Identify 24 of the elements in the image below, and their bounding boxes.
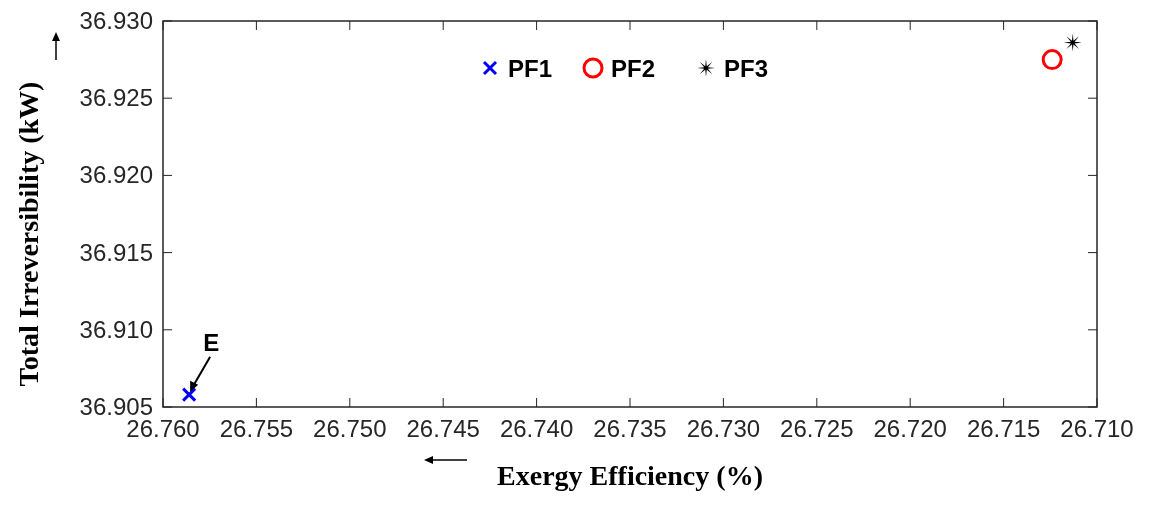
x-axis-title: Exergy Efficiency (%) [497, 460, 763, 491]
y-tick-label: 36.910 [79, 315, 153, 343]
x-tick-label: 26.735 [593, 415, 667, 442]
legend-label: PF1 [508, 55, 553, 82]
y-tick-label: 36.915 [79, 238, 153, 266]
x-tick-label: 26.730 [686, 415, 761, 442]
y-tick-label: 36.925 [79, 84, 153, 112]
y-tick-label: 36.930 [79, 7, 153, 34]
annotation: E [203, 328, 220, 356]
point [1041, 49, 1063, 71]
y-axis-title: Total Irreversibility (kW) [13, 81, 44, 387]
x-tick-label: 26.710 [1060, 415, 1134, 442]
legend-label: PF3 [724, 55, 769, 82]
point [1063, 33, 1082, 52]
point [181, 387, 197, 403]
x-tick-label: 26.750 [313, 415, 387, 442]
legend-label: PF2 [611, 55, 656, 82]
x-tick-label: 26.720 [873, 415, 947, 442]
x-tick-label: 26.715 [966, 415, 1041, 442]
x-tick-label: 26.755 [219, 415, 294, 442]
y-tick-label: 36.920 [79, 161, 153, 189]
x-tick-label: 26.745 [406, 415, 480, 442]
x-tick-label: 26.725 [780, 415, 854, 442]
x-tick-label: 26.740 [499, 415, 574, 442]
